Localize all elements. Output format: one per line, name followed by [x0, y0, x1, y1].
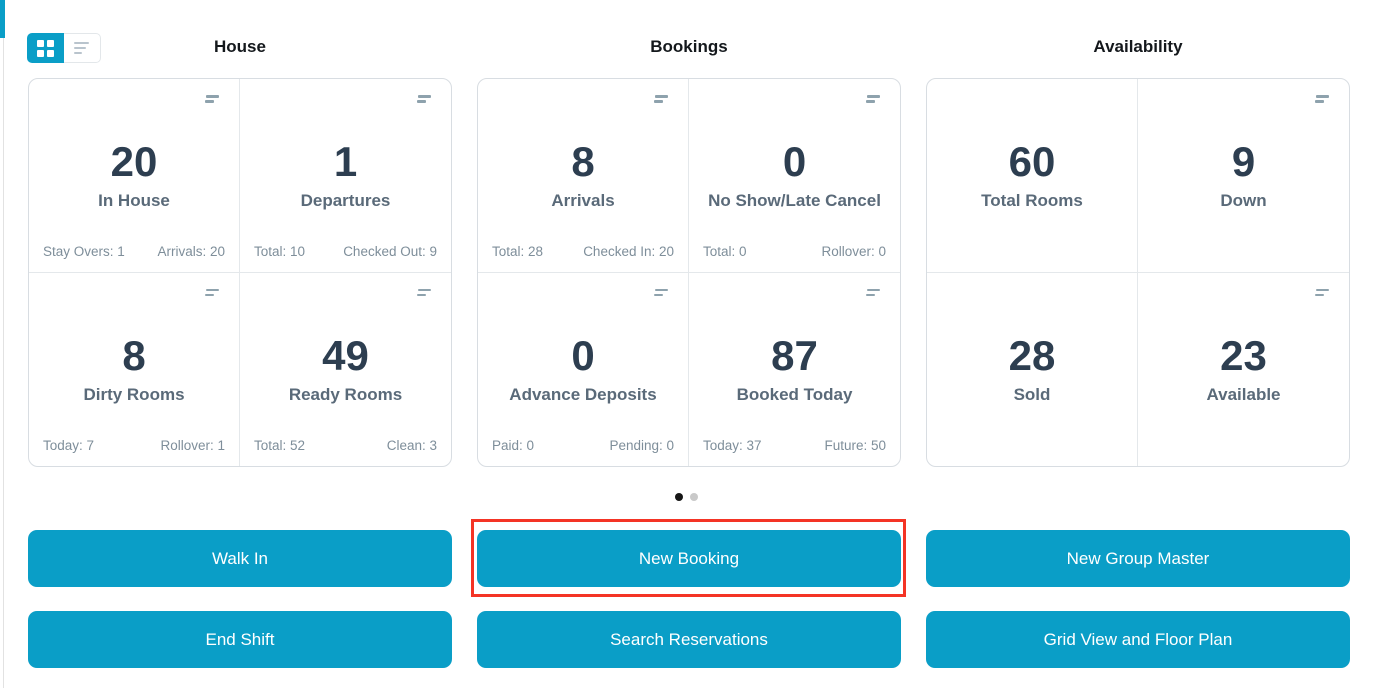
card-label: Arrivals — [551, 191, 615, 210]
end-shift-button[interactable]: End Shift — [28, 611, 452, 668]
card-value: 1 — [333, 138, 358, 185]
card-stat-left: Paid: 0 — [492, 438, 535, 453]
card-stat-right: Future: 50 — [824, 438, 886, 453]
list-view-button[interactable] — [64, 33, 101, 63]
card-value: 87 — [771, 331, 818, 379]
card-stat-right: Pending: 0 — [609, 438, 674, 453]
card-down[interactable]: 9 Down — [1138, 79, 1349, 273]
card-stat-left: Total: 0 — [703, 243, 747, 259]
card-in-house[interactable]: 20 In House Stay Overs: 1 Arrivals: 20 — [29, 79, 240, 273]
card-arrivals[interactable]: 8 Arrivals Total: 28 Checked In: 20 — [478, 79, 689, 273]
card-value: 23 — [1220, 331, 1267, 379]
card-booked-today[interactable]: 87 Booked Today Today: 37 Future: 50 — [689, 273, 900, 467]
card-stat-right: Arrivals: 20 — [157, 243, 225, 259]
section-title-bookings: Bookings — [650, 37, 728, 56]
view-toggle — [27, 33, 101, 63]
card-menu-icon[interactable] — [417, 95, 431, 103]
card-menu-icon[interactable] — [866, 95, 880, 103]
card-label: Dirty Rooms — [83, 384, 185, 404]
card-dirty-rooms[interactable]: 8 Dirty Rooms Today: 7 Rollover: 1 — [29, 272, 240, 466]
card-stat-left: Total: 10 — [254, 243, 306, 259]
section-title-house: House — [214, 37, 266, 56]
card-stat-right: Rollover: 0 — [821, 243, 886, 259]
grid-view-button[interactable] — [27, 33, 64, 63]
card-label: Advance Deposits — [509, 384, 657, 404]
card-label: Ready Rooms — [288, 384, 403, 404]
card-value: 28 — [1008, 331, 1056, 379]
panel-bookings: 8 Arrivals Total: 28 Checked In: 20 0 No… — [477, 78, 901, 467]
card-stat-left: Today: 7 — [43, 438, 95, 453]
card-menu-icon[interactable] — [1315, 95, 1329, 103]
card-menu-icon[interactable] — [417, 288, 431, 296]
card-value: 49 — [322, 331, 369, 379]
card-label: Booked Today — [736, 384, 853, 404]
left-edge-divider — [3, 38, 4, 688]
card-menu-icon[interactable] — [866, 288, 880, 296]
card-menu-icon[interactable] — [654, 288, 668, 296]
card-stat-right: Checked In: 20 — [583, 243, 674, 259]
card-stat-right: Checked Out: 9 — [343, 243, 437, 259]
card-value: 60 — [1008, 138, 1056, 185]
card-value: 8 — [571, 138, 595, 185]
grid-view-floor-plan-button[interactable]: Grid View and Floor Plan — [926, 611, 1350, 668]
card-value: 0 — [782, 138, 807, 185]
card-ready-rooms[interactable]: 49 Ready Rooms Total: 52 Clean: 3 — [240, 273, 451, 467]
card-stat-left: Stay Overs: 1 — [43, 243, 125, 259]
card-value: 20 — [110, 138, 158, 185]
card-label: Departures — [300, 191, 391, 210]
card-stat-left: Total: 28 — [492, 243, 544, 259]
card-advance-deposits[interactable]: 0 Advance Deposits Paid: 0 Pending: 0 — [478, 272, 689, 466]
card-stat-right: Clean: 3 — [386, 438, 437, 453]
panel-house: 20 In House Stay Overs: 1 Arrivals: 20 1… — [28, 78, 452, 467]
panel-availability: 60 Total Rooms 9 Down 28 Sold 23 Availab… — [926, 78, 1350, 467]
card-available[interactable]: 23 Available — [1138, 273, 1349, 467]
card-stat-left: Today: 37 — [703, 438, 762, 453]
card-label: Total Rooms — [981, 191, 1083, 210]
new-group-master-button[interactable]: New Group Master — [926, 530, 1350, 587]
card-label: Down — [1220, 191, 1267, 210]
card-stat-left: Total: 52 — [254, 438, 306, 453]
card-sold[interactable]: 28 Sold — [927, 272, 1138, 466]
card-value: 0 — [571, 331, 595, 379]
list-lines-icon — [74, 42, 90, 54]
card-menu-icon[interactable] — [1315, 288, 1329, 296]
card-menu-icon[interactable] — [205, 95, 219, 103]
carousel-dot-2[interactable] — [690, 493, 698, 501]
card-label: No Show/Late Cancel — [708, 191, 881, 210]
card-value: 8 — [122, 331, 146, 379]
carousel-dot-1[interactable] — [675, 493, 683, 501]
card-label: Sold — [1013, 384, 1051, 404]
card-menu-icon[interactable] — [654, 95, 668, 103]
grid-squares-icon — [37, 39, 54, 57]
card-total-rooms[interactable]: 60 Total Rooms — [927, 79, 1138, 273]
search-reservations-button[interactable]: Search Reservations — [477, 611, 901, 668]
card-value: 9 — [1231, 138, 1256, 185]
new-booking-button[interactable]: New Booking — [477, 530, 901, 587]
section-title-availability: Availability — [1093, 37, 1183, 56]
card-label: In House — [98, 191, 170, 210]
left-accent-bar — [0, 0, 5, 38]
card-no-show-late-cancel[interactable]: 0 No Show/Late Cancel Total: 0 Rollover:… — [689, 79, 900, 273]
card-menu-icon[interactable] — [205, 288, 219, 296]
card-departures[interactable]: 1 Departures Total: 10 Checked Out: 9 — [240, 79, 451, 273]
card-stat-right: Rollover: 1 — [160, 438, 225, 453]
walk-in-button[interactable]: Walk In — [28, 530, 452, 587]
card-label: Available — [1206, 384, 1281, 404]
carousel-dots — [0, 493, 1373, 501]
